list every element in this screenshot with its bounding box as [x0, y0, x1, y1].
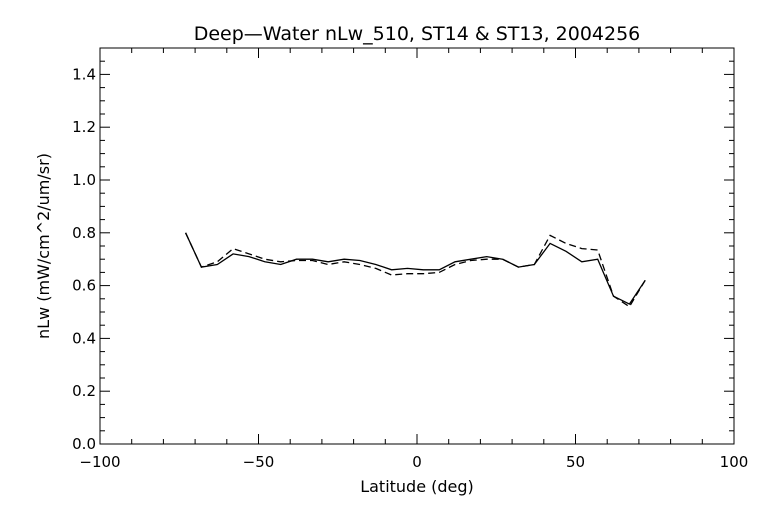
x-tick-label: 100 [720, 453, 749, 471]
x-tick-label: 0 [412, 453, 422, 471]
axis-ticks [99, 47, 735, 445]
y-tick-label: 0.0 [72, 435, 96, 453]
x-tick-label: 50 [566, 453, 585, 471]
y-tick-label: 1.4 [72, 65, 96, 83]
y-axis-label: nLw (mW/cm^2/um/sr) [34, 153, 53, 339]
x-tick-label: −50 [243, 453, 275, 471]
plot-frame [99, 47, 735, 445]
series-line-dashed [185, 232, 646, 308]
y-tick-label: 0.4 [72, 329, 96, 347]
axis-tick-labels: −100 −50 0 50 100 0.0 0.2 0.4 0.6 0.8 1.0 1.2 1.4 [72, 65, 748, 471]
chart-title: Deep—Water nLw_510, ST14 & ST13, 2004256 [194, 23, 641, 45]
data-series [185, 232, 646, 308]
y-tick-label: 0.2 [72, 382, 96, 400]
y-tick-label: 0.8 [72, 224, 96, 242]
y-tick-label: 1.2 [72, 118, 96, 136]
x-tick-label: −100 [79, 453, 120, 471]
y-tick-label: 0.6 [72, 277, 96, 295]
series-line-solid [185, 232, 646, 305]
x-axis-label: Latitude (deg) [360, 477, 474, 496]
y-tick-label: 1.0 [72, 171, 96, 189]
